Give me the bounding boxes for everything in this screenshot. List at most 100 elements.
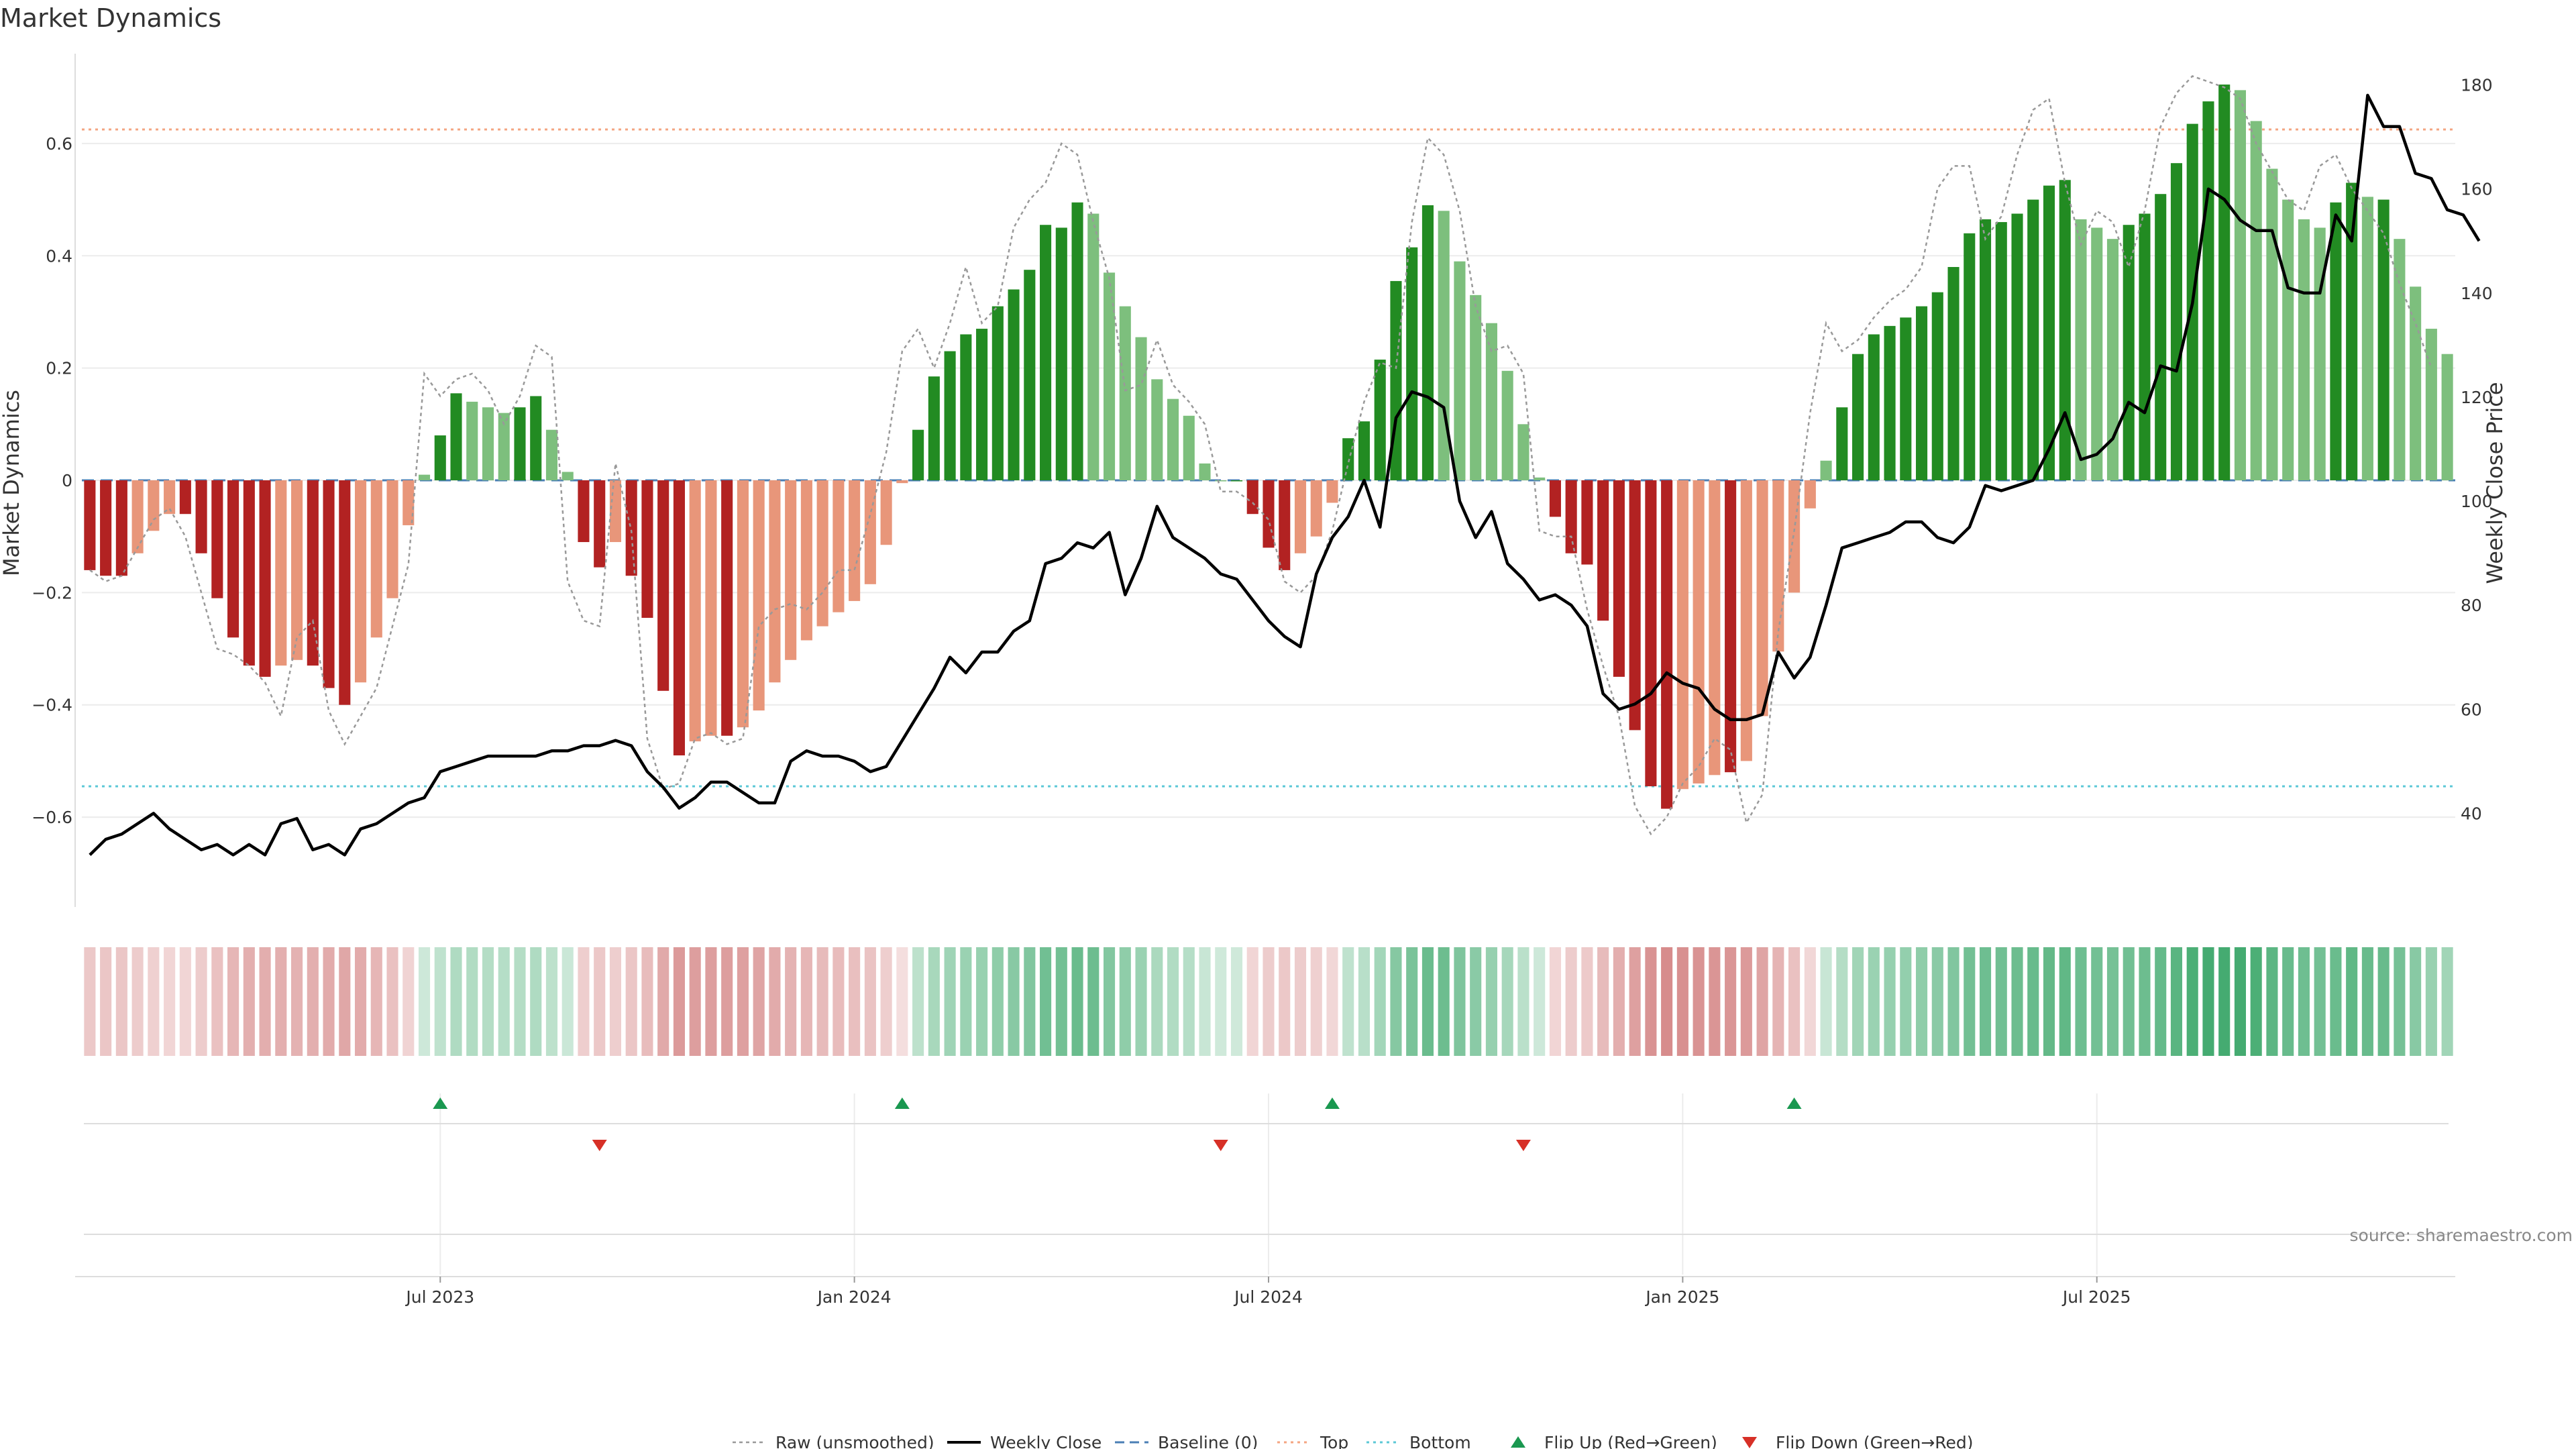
- md-bar: [1199, 463, 1211, 480]
- heat-cell: [131, 947, 144, 1056]
- md-bar: [1725, 480, 1737, 773]
- md-bar: [2123, 225, 2135, 480]
- md-bar: [115, 480, 127, 576]
- md-bar: [339, 480, 351, 705]
- md-bar: [1040, 225, 1052, 480]
- heat-cell: [2170, 947, 2183, 1056]
- heat-cell: [1868, 947, 1880, 1056]
- md-bar: [1772, 480, 1784, 652]
- heat-cell: [2027, 947, 2039, 1056]
- md-bar: [2170, 163, 2183, 480]
- md-bar: [896, 480, 908, 484]
- md-bar: [1342, 438, 1354, 480]
- heat-cell: [2139, 947, 2151, 1056]
- heat-cell: [1470, 947, 1482, 1056]
- gridlines: [74, 54, 2455, 1277]
- x-tick-label: Jul 2023: [405, 1287, 474, 1307]
- heat-cell: [2298, 947, 2310, 1056]
- md-bar: [1597, 480, 1609, 621]
- heat-cell: [1374, 947, 1386, 1056]
- heat-cell: [227, 947, 239, 1056]
- md-bar: [1215, 480, 1227, 482]
- heat-cell: [1279, 947, 1291, 1056]
- legend-swatch: [1511, 1436, 1525, 1448]
- heat-strip: [84, 947, 2453, 1056]
- legend-item: Top: [1277, 1433, 1348, 1449]
- left-tick-label: −0.6: [32, 808, 72, 827]
- heat-cell: [912, 947, 924, 1056]
- heat-cell: [1071, 947, 1083, 1056]
- y-axis-left-label: Market Dynamics: [0, 390, 24, 576]
- heat-cell: [466, 947, 478, 1056]
- y-axis-right-label: Weekly Close Price: [2482, 382, 2508, 584]
- heat-cell: [1342, 947, 1354, 1056]
- raw-unsmoothed-series: [89, 75, 2432, 836]
- heat-cell: [1040, 947, 1052, 1056]
- heat-cell: [800, 947, 812, 1056]
- heat-cell: [148, 947, 160, 1056]
- heat-cell: [609, 947, 622, 1056]
- heat-cell: [1167, 947, 1179, 1056]
- md-bar: [1661, 480, 1673, 809]
- md-bar: [291, 480, 303, 660]
- md-bar: [1645, 480, 1657, 787]
- heat-cell: [545, 947, 558, 1056]
- heat-cell: [2123, 947, 2135, 1056]
- heat-cell: [115, 947, 127, 1056]
- md-bar: [2202, 101, 2214, 480]
- legend-item: Bottom: [1366, 1433, 1471, 1449]
- heat-cell: [1915, 947, 1928, 1056]
- heat-cell: [354, 947, 367, 1056]
- heat-cell: [1534, 947, 1546, 1056]
- heat-cell: [1390, 947, 1402, 1056]
- heat-cell: [1581, 947, 1593, 1056]
- md-bar: [976, 329, 988, 480]
- heat-cell: [1964, 947, 1976, 1056]
- heat-cell: [2043, 947, 2055, 1056]
- heat-cell: [1135, 947, 1147, 1056]
- heat-cell: [1788, 947, 1801, 1056]
- md-bar: [2250, 121, 2262, 481]
- heat-cell: [1215, 947, 1227, 1056]
- heat-cell: [2059, 947, 2071, 1056]
- left-tick-label: 0.6: [46, 134, 72, 154]
- md-bar: [1055, 227, 1067, 480]
- flip-markers: [433, 1097, 1802, 1151]
- heat-cell: [561, 947, 574, 1056]
- heat-cell: [2202, 947, 2214, 1056]
- md-bar: [100, 480, 112, 576]
- md-bar: [1756, 480, 1768, 716]
- left-tick-label: 0.2: [46, 359, 72, 378]
- md-bar: [944, 351, 956, 480]
- heat-cell: [1613, 947, 1625, 1056]
- heat-cell: [2394, 947, 2406, 1056]
- heat-cell: [1310, 947, 1322, 1056]
- md-bar: [864, 480, 876, 584]
- right-axis-ticks: 180 160 140 120 100 80 60 40: [2461, 76, 2493, 824]
- md-bar: [307, 480, 319, 666]
- x-axis-ticks: Jul 2023 Jan 2024 Jul 2024 Jan 2025 Jul 2025: [405, 1277, 2131, 1307]
- md-bar: [1900, 317, 1912, 480]
- heat-cell: [307, 947, 319, 1056]
- right-tick-label: 100: [2461, 492, 2493, 511]
- heat-cell: [1326, 947, 1338, 1056]
- md-bar: [1709, 480, 1721, 775]
- md-bar: [2106, 239, 2119, 480]
- chart-title: Market Dynamics: [0, 3, 221, 33]
- md-bar: [418, 474, 431, 480]
- md-bar: [2139, 213, 2151, 480]
- md-bar: [2361, 197, 2373, 480]
- heat-cell: [2234, 947, 2246, 1056]
- heat-cell: [1693, 947, 1705, 1056]
- md-bar: [1374, 360, 1386, 480]
- md-bar: [1613, 480, 1625, 677]
- md-bar: [1470, 294, 1482, 480]
- heat-cell: [944, 947, 956, 1056]
- heat-cell: [323, 947, 335, 1056]
- heat-cell: [2250, 947, 2262, 1056]
- md-bar: [1693, 480, 1705, 784]
- heat-cell: [1246, 947, 1258, 1056]
- heat-cell: [625, 947, 637, 1056]
- left-tick-label: −0.2: [32, 583, 72, 602]
